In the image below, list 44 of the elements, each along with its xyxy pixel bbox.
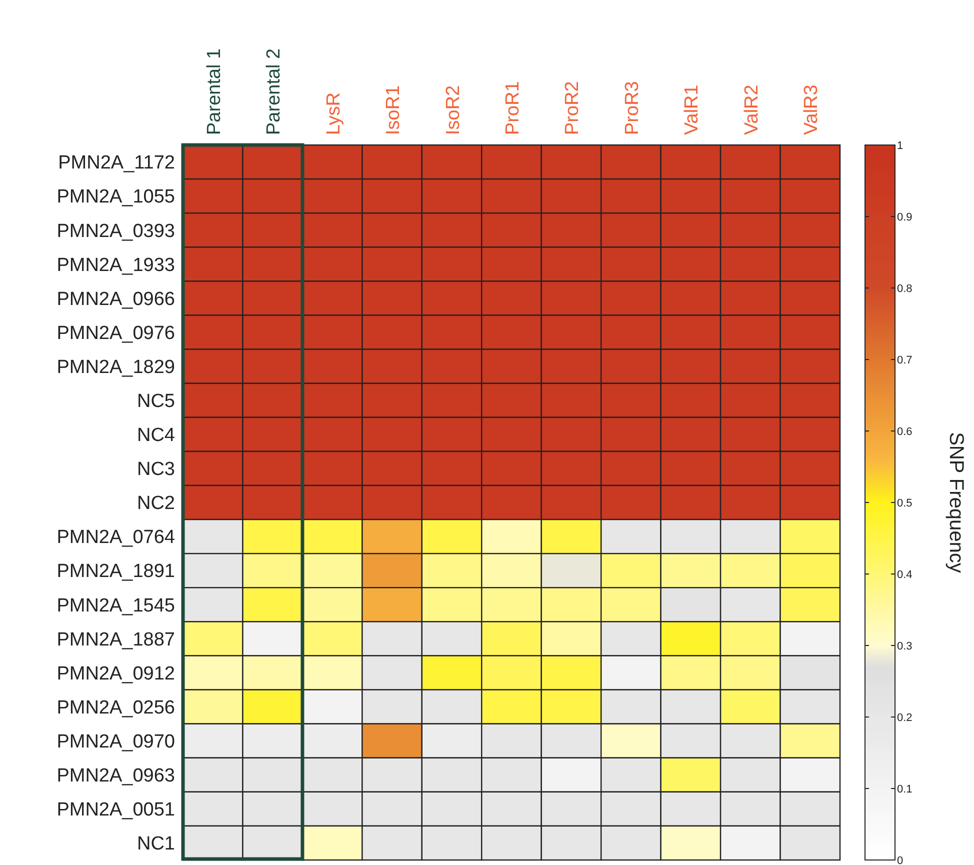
x-tick-label: ProR2: [562, 81, 584, 135]
y-tick-label: PMN2A_0976: [56, 322, 175, 344]
color-bar-label: 1: [897, 140, 904, 152]
y-tick-label: NC3: [136, 459, 175, 480]
x-tick-label: ProR1: [502, 81, 524, 135]
y-tick-label: PMN2A_1891: [56, 561, 175, 582]
y-tick-label: PMN2A_1887: [56, 629, 175, 650]
y-tick-label: PMN2A_0963: [56, 766, 175, 787]
x-tick-label: ValR3: [801, 84, 822, 135]
y-tick-label: PMN2A_0256: [56, 697, 175, 718]
y-tick-label: PMN2A_0764: [56, 527, 176, 548]
x-tick-label: ValR2: [741, 84, 762, 135]
x-tick-label: Parental 1: [204, 48, 225, 135]
y-tick-label: NC2: [136, 493, 175, 514]
color-bar-label: 0.5: [897, 497, 912, 510]
y-tick-label: PMN2A_0393: [56, 220, 175, 242]
y-tick-label: PMN2A_1933: [56, 254, 175, 276]
x-tick-label: LysR: [323, 92, 344, 135]
y-tick-label: PMN2A_1545: [56, 595, 175, 616]
y-tick-label: PMN2A_1829: [56, 356, 175, 378]
color-bar-title: SNP Frequency: [945, 432, 967, 573]
color-bar-label: 0.3: [897, 640, 912, 652]
y-tick-label: PMN2A_0966: [56, 288, 175, 310]
x-tick-label: IsoR2: [442, 85, 464, 135]
x-tick-label: Parental 2: [264, 48, 285, 135]
color-bar-label: 0.8: [897, 282, 912, 295]
y-tick-label: NC1: [136, 834, 175, 855]
y-tick-label: PMN2A_1172: [58, 152, 175, 174]
color-bar-label: 0.9: [897, 211, 912, 224]
color-bar-label: 0: [897, 854, 904, 865]
x-tick-label: ValR1: [682, 84, 703, 135]
y-tick-label: PMN2A_0912: [56, 663, 175, 684]
y-tick-label: NC5: [136, 391, 175, 412]
y-tick-label: PMN2A_1055: [56, 186, 175, 208]
y-tick-label: PMN2A_0051: [56, 800, 175, 821]
color-bar-label: 0.6: [897, 426, 912, 438]
color-bar-label: 0.2: [897, 712, 912, 724]
color-bar-label: 0.1: [897, 783, 912, 796]
color-bar-label: 0.7: [897, 354, 912, 366]
x-tick-label: IsoR1: [383, 85, 404, 135]
color-bar-label: 0.4: [897, 568, 912, 581]
y-tick-label: NC4: [136, 425, 176, 446]
y-tick-label: PMN2A_0970: [56, 731, 175, 752]
x-tick-label: ProR3: [622, 81, 643, 135]
